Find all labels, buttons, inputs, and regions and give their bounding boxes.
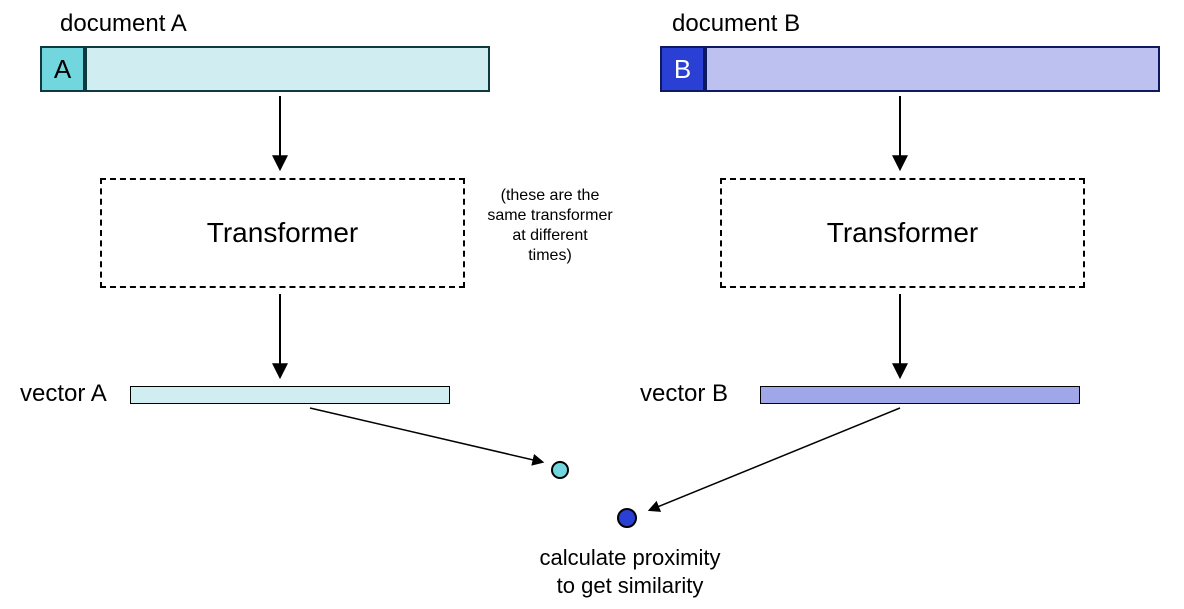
doc-b-title: document B (672, 10, 800, 38)
diagram-stage: document A document B A B Transformer Tr… (0, 0, 1184, 609)
doc-a-title: document A (60, 10, 187, 38)
transformer-box-b: Transformer (720, 178, 1085, 288)
doc-b-letter: B (674, 54, 691, 85)
doc-a-header: A (40, 46, 85, 92)
arrow (310, 408, 542, 462)
dot-b (617, 508, 637, 528)
transformer-a-label: Transformer (207, 217, 358, 249)
doc-b-body (705, 46, 1160, 92)
doc-a-letter: A (54, 54, 71, 85)
doc-a-body (85, 46, 490, 92)
vector-a-bar (130, 386, 450, 404)
bottom-caption: calculate proximityto get similarity (500, 544, 760, 599)
center-note: (these are thesame transformerat differe… (470, 186, 630, 266)
vector-a-label: vector A (20, 380, 107, 408)
transformer-box-a: Transformer (100, 178, 465, 288)
vector-b-bar (760, 386, 1080, 404)
dot-a (551, 461, 569, 479)
doc-b-header: B (660, 46, 705, 92)
arrow-group (280, 96, 900, 510)
transformer-b-label: Transformer (827, 217, 978, 249)
vector-b-label: vector B (640, 380, 728, 408)
arrow (650, 408, 900, 510)
